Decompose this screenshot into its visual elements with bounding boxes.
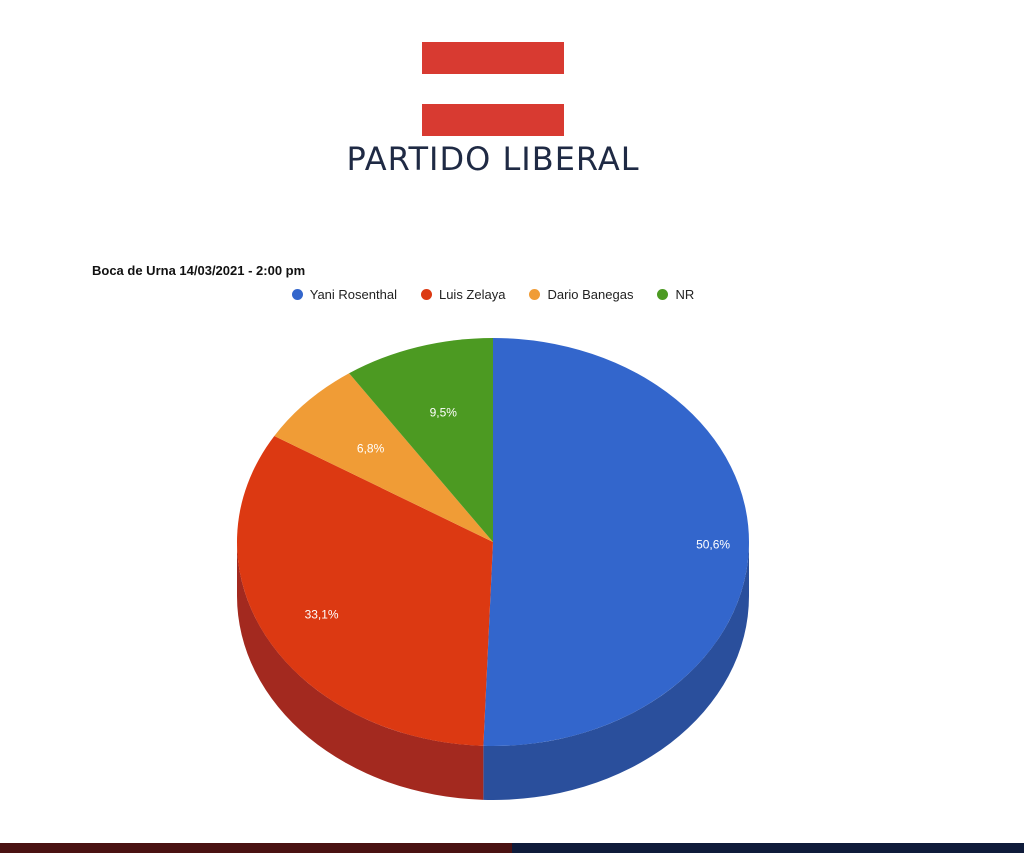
party-flag-logo: [422, 42, 564, 136]
footer-bar-right: [512, 843, 1024, 853]
pie-slice-luis-zelaya: [237, 435, 493, 746]
party-name: PARTIDO LIBERAL: [346, 140, 640, 178]
legend-label-nr: NR: [675, 287, 695, 302]
legend-dot-nr: [657, 289, 669, 300]
pie-label-luis-zelaya: 33,1%: [305, 608, 339, 622]
flag-stripe-bottom: [422, 104, 564, 136]
legend-dot-yani-rosenthal: [291, 289, 303, 300]
footer-bar: [0, 843, 1024, 853]
pie-label-nr: 9,5%: [430, 405, 458, 419]
chart-title: Boca de Urna 14/03/2021 - 2:00 pm: [92, 263, 306, 278]
pie-slice-dario-banegas: [274, 373, 493, 542]
chart-legend: Yani Rosenthal Luis Zelaya Dario Banegas…: [0, 287, 986, 302]
legend-label-yani-rosenthal: Yani Rosenthal: [309, 287, 397, 302]
legend-item-luis-zelaya: Luis Zelaya: [420, 287, 506, 302]
legend-item-nr: NR: [657, 287, 694, 302]
legend-item-yani-rosenthal: Yani Rosenthal: [291, 287, 397, 302]
pie-label-yani-rosenthal: 50,6%: [696, 537, 730, 551]
pie-slice-yani-rosenthal: [483, 338, 750, 746]
pie-side-luis-zelaya: [237, 542, 484, 800]
pie-slice-nr: [349, 338, 493, 542]
footer-bar-left: [0, 843, 512, 853]
pie-side-yani-rosenthal: [483, 542, 749, 800]
legend-label-dario-banegas: Dario Banegas: [547, 287, 634, 302]
flag-stripe-top: [422, 42, 564, 74]
legend-item-dario-banegas: Dario Banegas: [529, 287, 633, 302]
legend-dot-dario-banegas: [529, 289, 541, 300]
pie-label-dario-banegas: 6,8%: [357, 441, 385, 455]
legend-dot-luis-zelaya: [420, 289, 432, 300]
legend-label-luis-zelaya: Luis Zelaya: [438, 287, 506, 302]
